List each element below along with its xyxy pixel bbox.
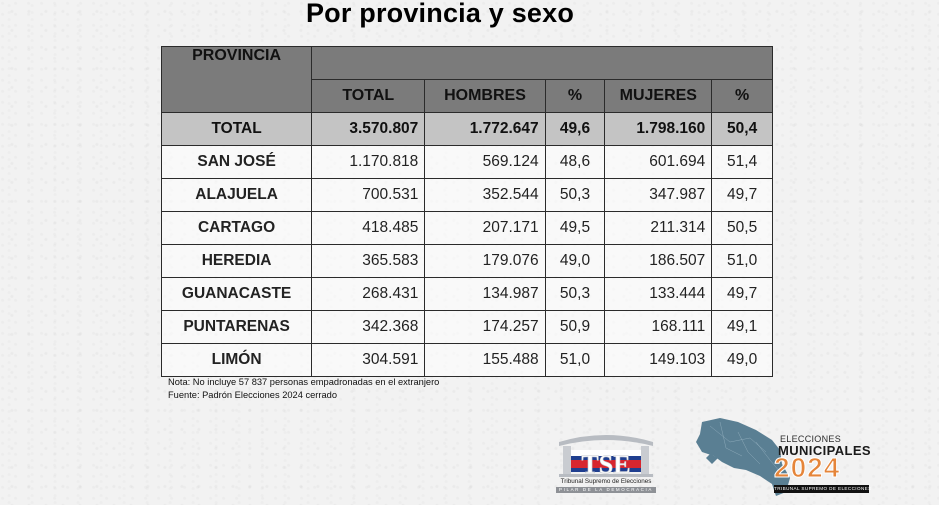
footnotes: Nota: No incluye 57 837 personas empadro… — [168, 376, 439, 402]
cell-mujeres: 168.111 — [604, 310, 713, 344]
logo-line1: ELECCIONES — [780, 434, 842, 444]
cell-hombres: 179.076 — [424, 244, 546, 278]
source-text: Fuente: Padrón Elecciones 2024 cerrado — [168, 390, 338, 400]
cell-mujeres: 133.444 — [604, 277, 713, 311]
table-row: GUANACASTE 268.431 134.987 50,3 133.444 … — [160, 277, 773, 311]
cell-total: 304.591 — [311, 343, 426, 377]
note-text: Nota: No incluye 57 837 personas empadro… — [168, 377, 440, 387]
header-group-band — [311, 46, 773, 80]
header-total: TOTAL — [311, 79, 426, 113]
cell-pct-hombres: 49,6 — [544, 112, 606, 146]
logo-footer: TRIBUNAL SUPREMO DE ELECCIONES — [774, 485, 872, 493]
cell-hombres: 1.772.647 — [424, 112, 546, 146]
cell-pct-mujeres: 50,4 — [711, 112, 773, 146]
table-row: PUNTARENAS 342.368 174.257 50,9 168.111 … — [160, 310, 773, 344]
tse-emblem-icon: TSE — [559, 435, 653, 479]
cell-hombres: 174.257 — [424, 310, 546, 344]
cell-pct-hombres: 50,3 — [544, 277, 606, 311]
cell-total: 268.431 — [311, 277, 426, 311]
cell-pct-mujeres: 49,0 — [711, 343, 773, 377]
cell-mujeres: 601.694 — [604, 145, 713, 179]
cell-total: 700.531 — [311, 178, 426, 212]
cell-pct-hombres: 50,3 — [544, 178, 606, 212]
provincia-sexo-table: PROVINCIA TOTAL HOMBRES % MUJERES % TOTA… — [160, 46, 773, 377]
table-row: ALAJUELA 700.531 352.544 50,3 347.987 49… — [160, 178, 773, 212]
cell-pct-hombres: 49,0 — [544, 244, 606, 278]
cell-pct-hombres: 48,6 — [544, 145, 606, 179]
header-hombres: HOMBRES — [424, 79, 546, 113]
logo-line2: MUNICIPALES — [778, 443, 871, 458]
cell-pct-mujeres: 51,4 — [711, 145, 773, 179]
total-row: TOTAL 3.570.807 1.772.647 49,6 1.798.160… — [160, 112, 773, 146]
header-mujeres: MUJERES — [604, 79, 713, 113]
cell-total: 365.583 — [311, 244, 426, 278]
header-pct-hombres: % — [544, 79, 606, 113]
cell-provincia: ALAJUELA — [160, 178, 313, 212]
cell-mujeres: 211.314 — [604, 211, 713, 245]
cell-mujeres: 1.798.160 — [604, 112, 713, 146]
cell-provincia: SAN JOSÉ — [160, 145, 313, 179]
cell-hombres: 352.544 — [424, 178, 546, 212]
cell-pct-mujeres: 50,5 — [711, 211, 773, 245]
cell-hombres: 134.987 — [424, 277, 546, 311]
cell-pct-mujeres: 49,7 — [711, 178, 773, 212]
elecciones-municipales-logo: ELECCIONES MUNICIPALES 2024 TRIBUNAL SUP… — [690, 412, 872, 500]
cell-pct-hombres: 49,5 — [544, 211, 606, 245]
table-row: HEREDIA 365.583 179.076 49,0 186.507 51,… — [160, 244, 773, 278]
cell-total: 342.368 — [311, 310, 426, 344]
cell-pct-hombres: 51,0 — [544, 343, 606, 377]
cell-pct-hombres: 50,9 — [544, 310, 606, 344]
cell-hombres: 569.124 — [424, 145, 546, 179]
cell-mujeres: 149.103 — [604, 343, 713, 377]
table-row: LIMÓN 304.591 155.488 51,0 149.103 49,0 — [160, 343, 773, 377]
cell-mujeres: 186.507 — [604, 244, 713, 278]
cell-total: 3.570.807 — [311, 112, 426, 146]
cell-total: 418.485 — [311, 211, 426, 245]
table-row: SAN JOSÉ 1.170.818 569.124 48,6 601.694 … — [160, 145, 773, 179]
page-title: Por provincia y sexo — [305, 0, 575, 28]
cell-provincia: LIMÓN — [160, 343, 313, 377]
cell-pct-mujeres: 51,0 — [711, 244, 773, 278]
table-row: CARTAGO 418.485 207.171 49,5 211.314 50,… — [160, 211, 773, 245]
cell-mujeres: 347.987 — [604, 178, 713, 212]
tse-logo: TSE Tribunal Supremo de Elecciones PILAR… — [553, 430, 659, 494]
cell-provincia: PUNTARENAS — [160, 310, 313, 344]
costa-rica-map-icon — [696, 418, 790, 496]
cell-provincia: TOTAL — [160, 112, 313, 146]
tse-name: Tribunal Supremo de Elecciones — [560, 478, 652, 485]
cell-provincia: GUANACASTE — [160, 277, 313, 311]
cell-pct-mujeres: 49,7 — [711, 277, 773, 311]
cell-hombres: 207.171 — [424, 211, 546, 245]
tse-tagline: PILAR DE LA DEMOCRACIA — [556, 487, 656, 493]
cell-provincia: HEREDIA — [160, 244, 313, 278]
cell-provincia: CARTAGO — [160, 211, 313, 245]
header-pct-mujeres: % — [711, 79, 773, 113]
header-provincia: PROVINCIA — [160, 46, 313, 113]
logo-year: 2024 — [773, 452, 841, 483]
cell-hombres: 155.488 — [424, 343, 546, 377]
cell-total: 1.170.818 — [311, 145, 426, 179]
cell-pct-mujeres: 49,1 — [711, 310, 773, 344]
